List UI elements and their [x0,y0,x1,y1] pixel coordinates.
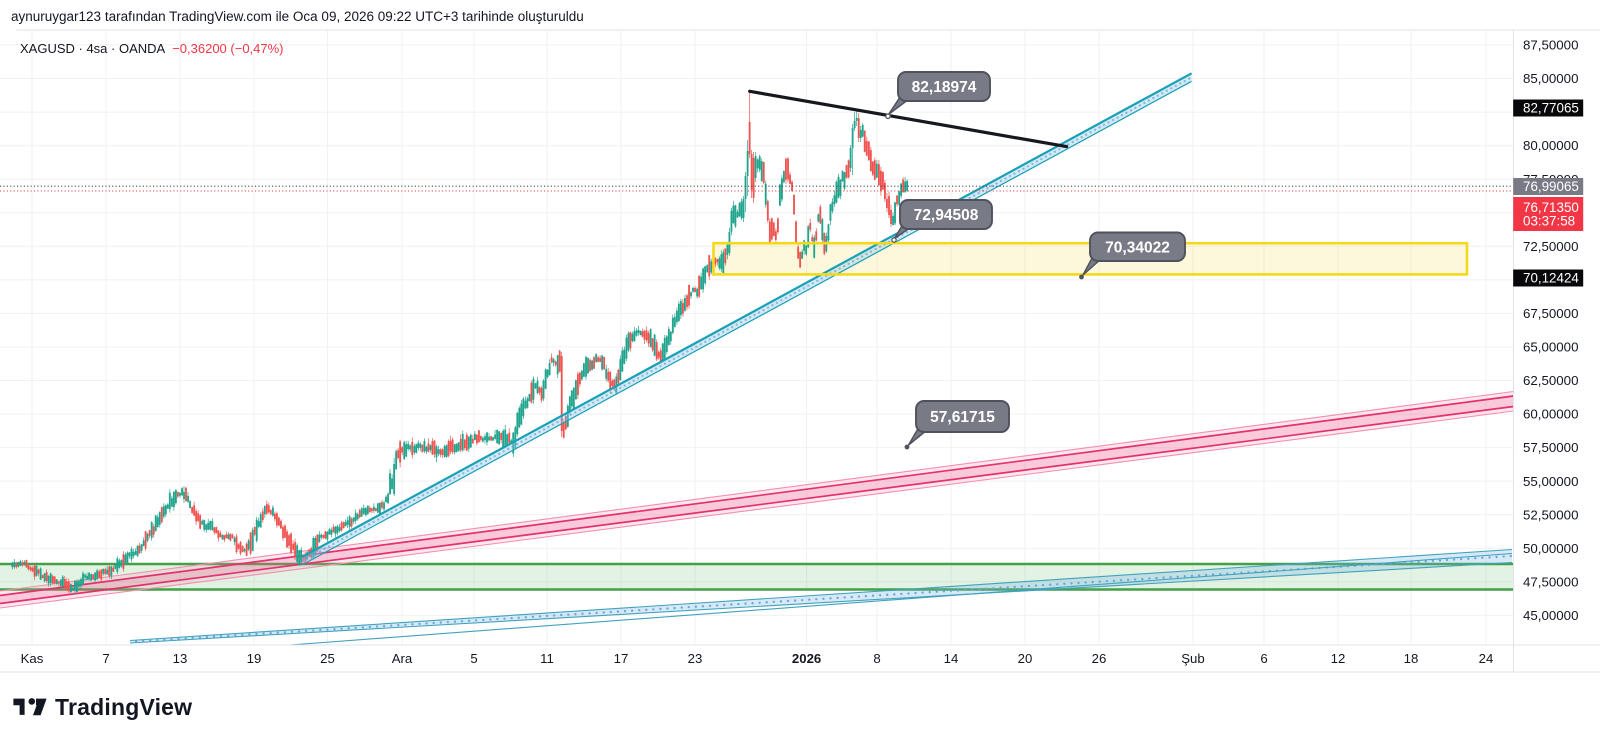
svg-text:11: 11 [540,651,554,666]
svg-text:Kas: Kas [21,651,44,666]
svg-text:24: 24 [1479,651,1494,666]
svg-text:47,50000: 47,50000 [1523,574,1578,589]
svg-text:65,00000: 65,00000 [1523,340,1578,355]
svg-text:87,50000: 87,50000 [1523,38,1578,53]
svg-text:8: 8 [873,651,880,666]
svg-text:70,12424: 70,12424 [1523,271,1579,286]
svg-text:70,34022: 70,34022 [1105,239,1170,256]
svg-text:14: 14 [944,651,959,666]
svg-text:82,18974: 82,18974 [912,79,977,96]
svg-text:72,94508: 72,94508 [914,207,979,224]
svg-text:6: 6 [1260,651,1267,666]
svg-text:Şub: Şub [1181,651,1204,666]
svg-text:2026: 2026 [792,651,821,666]
svg-text:76,71350: 76,71350 [1523,200,1579,215]
svg-text:20: 20 [1018,651,1033,666]
svg-text:50,00000: 50,00000 [1523,541,1578,556]
svg-text:57,50000: 57,50000 [1523,440,1578,455]
svg-text:57,61715: 57,61715 [930,409,995,426]
svg-text:85,00000: 85,00000 [1523,71,1578,86]
svg-text:19: 19 [247,651,262,666]
svg-text:72,50000: 72,50000 [1523,239,1578,254]
svg-text:17: 17 [614,651,629,666]
svg-text:60,00000: 60,00000 [1523,407,1578,422]
svg-text:13: 13 [173,651,188,666]
svg-text:45,00000: 45,00000 [1523,608,1578,623]
svg-text:82,77065: 82,77065 [1523,101,1579,116]
svg-text:18: 18 [1404,651,1419,666]
svg-text:03:37:58: 03:37:58 [1523,213,1575,228]
svg-text:12: 12 [1331,651,1346,666]
svg-text:67,50000: 67,50000 [1523,306,1578,321]
svg-text:55,00000: 55,00000 [1523,474,1578,489]
svg-text:62,50000: 62,50000 [1523,373,1578,388]
svg-text:26: 26 [1092,651,1107,666]
svg-text:Ara: Ara [392,651,413,666]
svg-text:7: 7 [102,651,109,666]
svg-text:5: 5 [470,651,477,666]
svg-text:80,00000: 80,00000 [1523,138,1578,153]
svg-text:76,99065: 76,99065 [1523,179,1579,194]
svg-text:52,50000: 52,50000 [1523,507,1578,522]
svg-text:23: 23 [688,651,703,666]
svg-text:25: 25 [320,651,335,666]
svg-text:TradingView: TradingView [55,694,192,720]
